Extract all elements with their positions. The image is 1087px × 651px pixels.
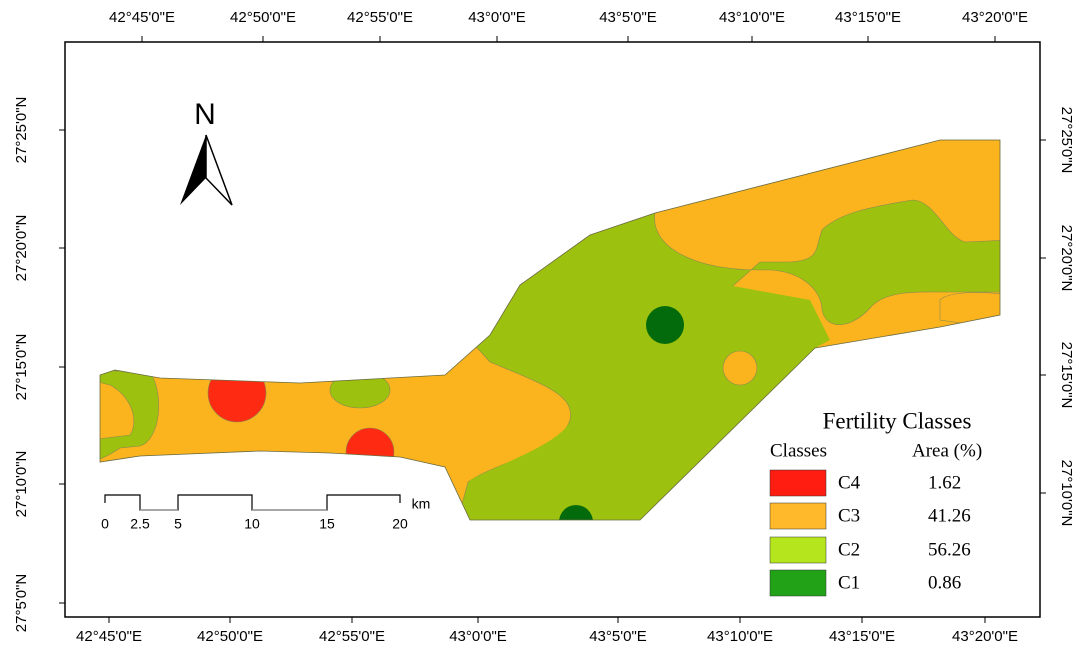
legend-swatch [769,536,827,564]
right-coordinate-label: 27°20'0"N [1058,225,1075,292]
legend-area: 56.26 [928,539,971,560]
legend-swatch [769,569,827,597]
top-coordinate-label: 43°10'0"E [719,9,785,26]
bottom-coordinate-label: 43°20'0"E [952,628,1018,645]
bottom-coordinate-label: 43°15'0"E [829,628,895,645]
legend-class: C1 [838,572,860,593]
top-coordinate-label: 42°55'0"E [347,9,413,26]
class-c2-area [329,371,391,409]
class-c1-area [559,505,593,520]
north-arrow [205,134,233,206]
study-area-outline [99,139,1001,521]
bottom-coordinate-label: 43°10'0"E [707,628,773,645]
legend-swatch [769,502,827,530]
legend-title: Fertility Classes [823,408,972,433]
north-label: N [194,98,216,131]
class-c2-area [454,199,1000,520]
top-coordinate-label: 43°5'0"E [599,9,657,26]
top-coordinate-label: 43°15'0"E [835,9,901,26]
scale-label: 0 [101,516,109,532]
legend-class: C2 [838,539,860,560]
top-coordinate-label: 42°45'0"E [109,9,175,26]
legend-class: C3 [838,505,860,526]
scale-bar [104,494,401,511]
left-coordinate-label: 27°10'0"N [13,451,30,518]
class-c2-area [100,369,160,463]
fertility-map [100,140,1000,520]
scale-label: 2.5 [130,516,150,532]
top-coordinate-label: 43°20'0"E [962,9,1028,26]
right-coordinate-label: 27°10'0"N [1058,460,1075,527]
scale-label: 5 [174,516,182,532]
bottom-coordinate-label: 43°0'0"E [449,628,507,645]
left-coordinate-label: 27°25'0"N [13,97,30,164]
top-coordinate-label: 42°50'0"E [230,9,296,26]
scale-label: 10 [244,516,260,532]
class-c3-area [722,350,758,386]
bottom-coordinate-label: 42°55'0"E [319,628,385,645]
class-c4-area [207,363,267,423]
scale-label: 15 [319,516,335,532]
legend-header: Classes [770,440,827,461]
legend-area: 41.26 [928,505,971,526]
right-coordinate-label: 27°25'0"N [1058,107,1075,174]
left-coordinate-label: 27°5'0"N [13,574,30,632]
scale-unit: km [412,496,431,512]
left-coordinate-label: 27°20'0"N [13,215,30,282]
class-c1-area [646,306,684,344]
legend-area: 0.86 [928,572,961,593]
legend-class: C4 [838,472,861,493]
right-coordinate-label: 27°15'0"N [1058,342,1075,409]
legend-header: Area (%) [912,440,982,461]
legend-swatch [769,469,827,497]
scale-label: 20 [392,516,408,532]
legend: Fertility Classes Classes Area (%) C4 1.6… [769,408,982,597]
map-frame [64,41,1041,618]
left-coordinate-label: 27°15'0"N [13,334,30,401]
bottom-coordinate-label: 43°5'0"E [589,628,647,645]
bottom-coordinate-label: 42°50'0"E [197,628,263,645]
class-c2-area [455,280,830,520]
top-coordinate-label: 43°0'0"E [468,9,526,26]
north-arrow [180,135,206,205]
legend-area: 1.62 [928,472,961,493]
bottom-coordinate-label: 42°45'0"E [76,628,142,645]
class-c4-area [345,427,395,477]
